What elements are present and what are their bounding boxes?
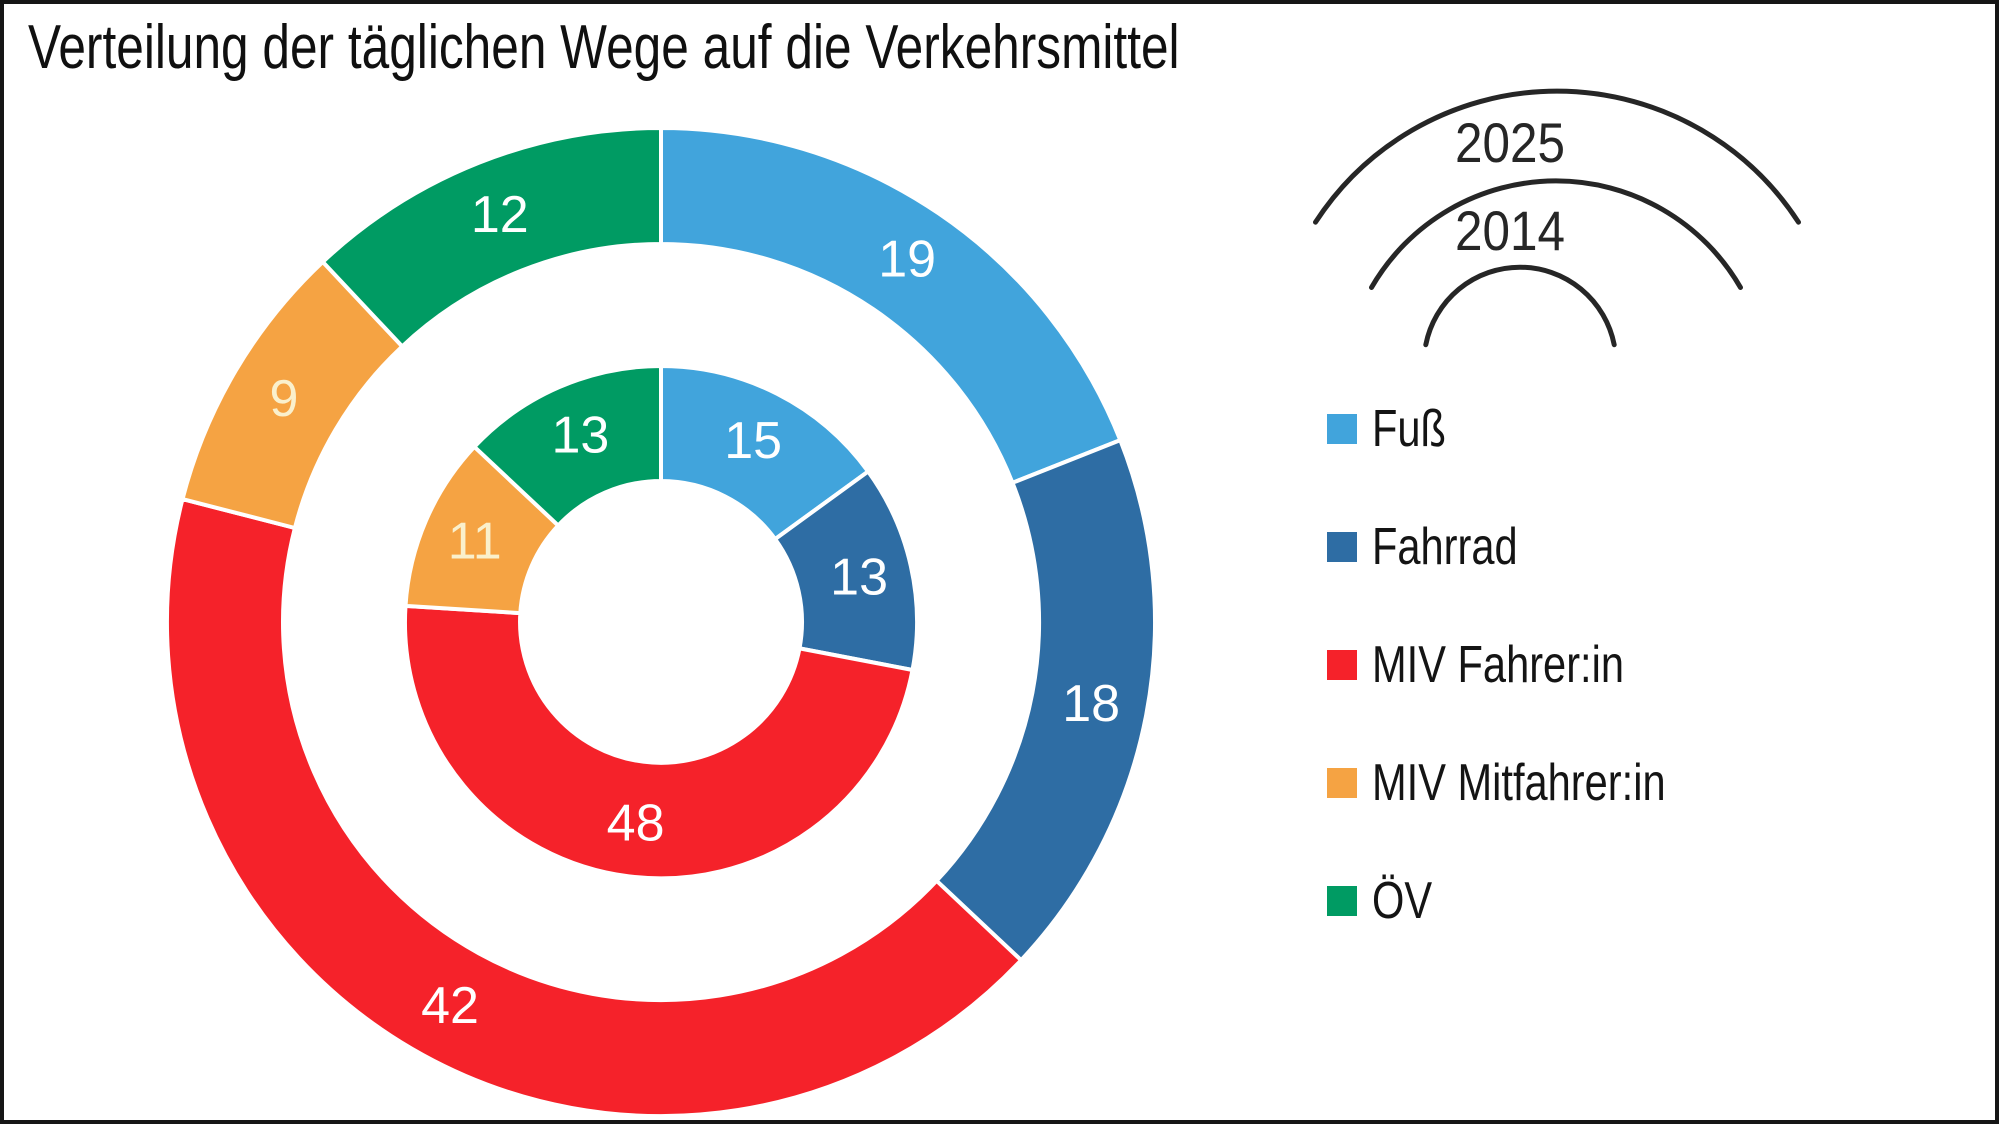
legend-swatch-fuss [1327,414,1357,444]
year-ring-arc-0 [1313,88,1801,225]
slice-inner-4 [472,364,663,528]
slice-value-label-outer-0: 19 [878,231,936,289]
legend-swatch-miv-fahrer [1327,650,1357,680]
slice-value-label-outer-2: 42 [421,977,479,1035]
legend-label-fuss: Fuß [1372,400,1446,458]
slice-inner-0 [659,364,871,542]
chart-legend: Fuß Fahrrad MIV Fahrer:in MIV Mitfahrer:… [1327,403,1739,1002]
slice-value-label-inner-2: 48 [607,794,665,852]
slice-outer-2 [164,497,1024,1119]
donut-chart: 19 18 42 9 12 15 13 48 11 13 2025 2014 [164,88,1801,1119]
year-ring-arc-2 [1423,264,1617,348]
legend-item-fahrrad: Fahrrad [1327,521,1739,573]
slice-outer-1 [934,438,1157,963]
slice-value-label-inner-1: 13 [830,549,888,607]
slice-value-label-inner-3: 11 [448,512,502,570]
legend-swatch-miv-mitfahrer [1327,768,1357,798]
slice-inner-2 [402,603,915,881]
slice-outer-4 [320,126,663,349]
legend-label-oev: ÖV [1372,872,1433,930]
slice-value-label-outer-3: 9 [270,370,299,428]
legend-swatch-fahrrad [1327,532,1357,562]
legend-swatch-oev [1327,886,1357,916]
legend-label-miv-fahrer: MIV Fahrer:in [1372,636,1624,694]
year-ring-arc-1 [1369,178,1743,290]
slice-value-label-inner-0: 15 [724,412,782,470]
legend-item-miv-fahrer: MIV Fahrer:in [1327,639,1739,691]
legend-item-fuss: Fuß [1327,403,1739,455]
year-label-outer: 2025 [1455,111,1565,174]
slice-value-label-inner-4: 13 [551,407,609,465]
legend-item-oev: ÖV [1327,875,1739,927]
slice-value-label-outer-1: 18 [1062,675,1120,733]
year-label-inner: 2014 [1455,199,1565,262]
legend-label-fahrrad: Fahrrad [1372,518,1518,576]
chart-title: Verteilung der täglichen Wege auf die Ve… [28,13,1180,82]
legend-label-miv-mitfahrer: MIV Mitfahrer:in [1372,754,1666,812]
slice-value-label-outer-4: 12 [471,186,529,244]
legend-item-miv-mitfahrer: MIV Mitfahrer:in [1327,757,1739,809]
